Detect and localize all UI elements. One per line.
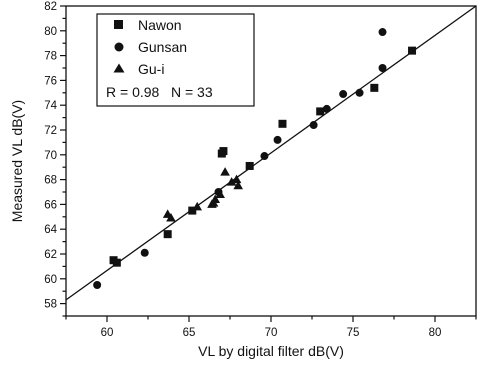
data-point-gunsan	[260, 152, 269, 161]
data-point-gunsan	[339, 90, 348, 99]
legend-box	[96, 13, 255, 107]
plot-area: 60 65 70 75 80 58 60 62 64 66 68 70 72 74 76 78 80 82	[44, 1, 477, 339]
y-axis-label: Measured VL dB(V)	[9, 100, 25, 222]
y-tick-label: 78	[44, 51, 57, 63]
legend: Nawon Gunsan Gu-i R = 0.98 N = 33	[96, 13, 255, 107]
legend-circle-marker	[114, 42, 124, 52]
y-axis-ticks: 58 60 62 64 66 68 70 72 74 76 78 80 82	[44, 1, 66, 317]
y-tick-label: 70	[44, 150, 57, 162]
data-point-nawon	[408, 46, 417, 55]
y-tick-label: 62	[44, 249, 57, 261]
data-point-nawon	[245, 161, 254, 170]
y-tick-label: 80	[44, 26, 57, 38]
x-axis-ticks: 60 65 70 75 80	[65, 316, 477, 339]
legend-label-gunsan: Gunsan	[138, 39, 187, 55]
data-point-nawon	[112, 258, 121, 267]
stats-annotation: R = 0.98 N = 33	[106, 84, 213, 100]
data-point-gu-i	[231, 174, 242, 184]
data-point-gu-i	[233, 180, 243, 190]
x-axis-label: VL by digital filter dB(V)	[198, 343, 344, 359]
data-point-nawon	[163, 230, 172, 239]
data-point-gunsan	[93, 281, 102, 289]
data-point-gu-i	[210, 194, 221, 203]
legend-square-marker	[114, 20, 123, 29]
x-tick-label: 65	[183, 327, 196, 339]
legend-label-nawon: Nawon	[138, 17, 182, 33]
y-tick-label: 68	[44, 175, 57, 187]
data-point-gu-i	[215, 189, 225, 198]
data-point-nawon	[316, 107, 325, 116]
legend-label-gu-i: Gu-i	[138, 61, 164, 77]
data-point-gu-i	[166, 213, 176, 222]
data-point-nawon	[188, 206, 197, 215]
x-tick-label: 60	[101, 327, 114, 339]
data-point-gunsan	[355, 88, 364, 97]
data-point-gu-i	[220, 167, 230, 176]
data-point-gu-i	[226, 177, 237, 186]
y-tick-label: 74	[44, 100, 57, 112]
x-tick-label: 75	[347, 327, 360, 339]
x-tick-label: 80	[429, 327, 442, 339]
data-point-nawon	[219, 147, 228, 156]
data-point-gunsan	[378, 28, 387, 37]
y-tick-label: 60	[44, 274, 57, 286]
y-tick-label: 66	[44, 199, 57, 211]
data-points-layer	[93, 28, 417, 289]
data-point-gu-i	[207, 199, 217, 208]
data-point-gunsan	[309, 121, 318, 130]
legend-triangle-marker	[113, 63, 125, 73]
fit-line-layer	[65, 5, 477, 301]
y-tick-label: 58	[44, 299, 57, 311]
y-tick-label: 76	[44, 75, 57, 87]
y-tick-label: 64	[44, 224, 57, 236]
data-point-gunsan	[140, 248, 149, 257]
data-point-gunsan	[378, 64, 387, 72]
x-tick-label: 70	[265, 327, 278, 339]
data-point-gunsan	[322, 104, 331, 113]
regression-line	[65, 5, 477, 301]
data-point-gunsan	[273, 135, 282, 144]
data-point-nawon	[370, 83, 379, 92]
y-tick-label: 72	[44, 125, 57, 137]
data-point-gu-i	[192, 201, 202, 211]
data-point-nawon	[278, 119, 287, 128]
y-tick-label: 82	[44, 1, 57, 13]
